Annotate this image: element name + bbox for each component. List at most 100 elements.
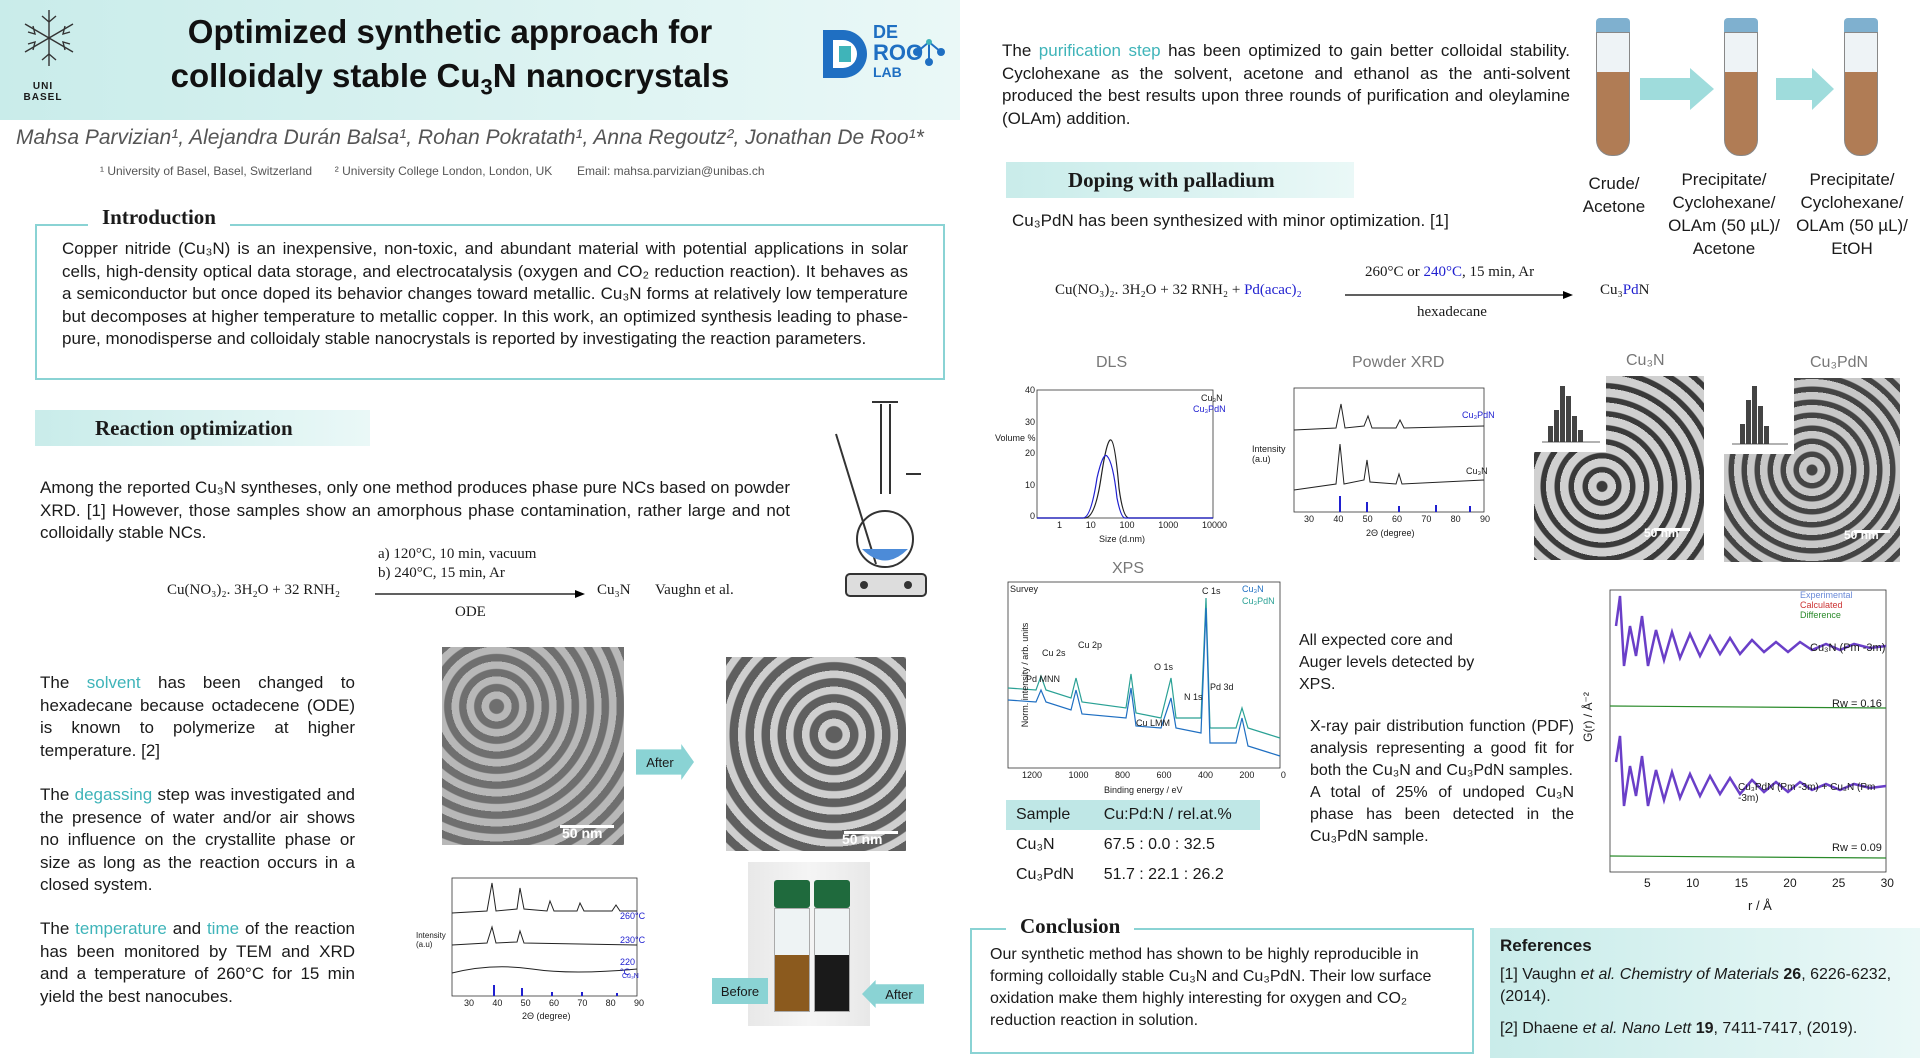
eq-ref: Vaughn et al.: [655, 582, 734, 598]
reaction-intro-text: Among the reported Cu₃N syntheses, only …: [40, 478, 790, 542]
xps-legend-cu3pdn: Cu₃PdN: [1242, 596, 1275, 606]
molecule-icon: [913, 39, 945, 66]
xps-peak-pdmnn: Pd MNN: [1026, 674, 1061, 684]
xps-peak-cu2s: Cu 2s: [1042, 648, 1066, 658]
table-row1-value: 67.5 : 0.0 : 32.5: [1103, 836, 1215, 853]
xps-xticks: 1200 1000 800 600 400 200 0: [1022, 770, 1286, 780]
affiliations: ¹ University of Basel, Basel, Switzerlan…: [100, 164, 765, 178]
reference-2: [2] Dhaene et al. Nano Lett 19, 7411-741…: [1500, 1020, 1858, 1037]
intro-text: Copper nitride (Cu₃N) is an inexpensive,…: [62, 239, 908, 348]
pxrd-label-cu3pdn: Cu₃PdN: [1462, 410, 1495, 420]
pdf-rw2: Rw = 0.09: [1832, 842, 1882, 854]
tem-cu3pdn: 50 nm: [1724, 378, 1900, 562]
pdf-figure: Experimental Calculated Difference Cu₃N …: [1580, 586, 1898, 918]
solvent-keyword: solvent: [86, 673, 141, 692]
degassing-text: The degassing step was investigated and …: [40, 785, 355, 894]
pxrd-plot: [1293, 387, 1485, 513]
tube-2-label: Precipitate/ Cyclohexane/ OLAm (50 µL)/ …: [1668, 170, 1780, 258]
histogram-icon: [1542, 386, 1600, 443]
poster-title: Optimized synthetic approach for colloid…: [130, 10, 770, 110]
affiliation-1: ¹ University of Basel, Basel, Switzerlan…: [100, 164, 313, 178]
purification-keyword: purification step: [1038, 41, 1161, 60]
snowflake-icon: [24, 10, 74, 66]
dls-xticks: 1 10 100 1000 10000: [1057, 520, 1227, 530]
xrd-label-260: 260°C: [620, 911, 646, 921]
xps-survey-label: Survey: [1010, 584, 1039, 594]
deroo-logo-icon: [823, 30, 867, 78]
vial-1: [774, 880, 810, 1012]
dls-legend-cu3n: Cu₃N: [1201, 393, 1223, 403]
after-arrow-2: After: [862, 980, 924, 1008]
xrd-label-cu3n: Cu₃N: [622, 973, 639, 980]
tube-1-label: Crude/ Acetone: [1582, 174, 1646, 216]
tube-1: [1596, 18, 1630, 156]
table-row: Cu₃PdN 51.7 : 22.1 : 26.2: [1006, 860, 1260, 890]
deroo-logo-lab: LAB: [873, 64, 902, 80]
xps-peak-cu2p: Cu 2p: [1078, 640, 1103, 650]
time-keyword: time: [206, 919, 240, 938]
xps-text: All expected core and Auger levels detec…: [1299, 632, 1475, 693]
pdf-xlabel: r / Å: [1748, 898, 1772, 913]
vials-photo: [748, 862, 870, 1026]
dls-legend-cu3pdn: Cu₃PdN: [1193, 404, 1226, 414]
dls-xlabel: Size (d.nm): [1099, 534, 1146, 544]
dls-plot: [1036, 389, 1214, 519]
tem-after-scale: 50 nm: [842, 831, 883, 847]
pdf-rw1: Rw = 0.16: [1832, 698, 1882, 710]
xps-peak-c1s: C 1s: [1202, 586, 1221, 596]
eq-cond-a: a) 120°C, 10 min, vacuum: [378, 546, 537, 562]
affiliation-2: ² University College London, London, UK: [334, 164, 553, 178]
pdf-text-1: X-ray pair distribution function (PDF) a…: [1310, 718, 1574, 779]
tube-arrow-1-icon: [1640, 68, 1714, 110]
tube-3: [1844, 18, 1878, 156]
pdf-plot: [1609, 589, 1887, 873]
authors: Mahsa Parvizian¹, Alejandra Durán Balsa¹…: [16, 126, 924, 149]
after-arrow-1: After: [636, 744, 694, 780]
dls-yticks: 40 30 20 10 0: [1024, 385, 1035, 521]
xrd-ylabel: Intensity (a.u): [416, 931, 446, 949]
deroo-logo-de: DE: [873, 22, 899, 42]
eq-solvent: ODE: [455, 604, 486, 620]
pxrd-label-cu3n: Cu₃N: [1466, 466, 1488, 476]
degassing-keyword: degassing: [74, 785, 153, 804]
pdf-ylabel: G(r) / Å⁻²: [1581, 692, 1595, 742]
xps-title: XPS: [1112, 560, 1145, 577]
references-heading: References: [1500, 936, 1592, 955]
xps-peak-culmm: Cu LMM: [1136, 718, 1171, 728]
deroo-lab-logo: DE ROO LAB: [815, 22, 945, 92]
tem-cu3pdn-scale: 50 nm: [1844, 528, 1879, 542]
xps-peak-o1s: O 1s: [1154, 662, 1174, 672]
title-line-2: colloidaly stable Cu3N nanocrystals: [170, 57, 730, 100]
histogram-icon: [1732, 386, 1788, 445]
xrd-label-220: 220 °C: [620, 957, 636, 977]
temperature-keyword: temperature: [75, 919, 167, 938]
header-band: [0, 0, 960, 120]
xps-xlabel: Binding energy / eV: [1104, 785, 1183, 795]
solvent-text: The solvent has been changed to hexadeca…: [40, 673, 355, 760]
doping-eq-conditions: 260°C or 240°C, 15 min, Ar: [1365, 264, 1535, 280]
doping-heading: Doping with palladium: [1006, 162, 1354, 198]
pdf-xticks: 5 10 15 20 25 30: [1644, 876, 1894, 890]
reference-1: [1] Vaughn et al. Chemistry of Materials…: [1500, 966, 1892, 1005]
table-row: Cu₃N 67.5 : 0.0 : 32.5: [1006, 830, 1260, 860]
xps-legend-cu3n: Cu₃N: [1242, 584, 1264, 594]
dls-ylabel: Volume %: [995, 433, 1036, 443]
title-line-1: Optimized synthetic approach for: [187, 13, 713, 50]
reaction-heading: Reaction optimization: [35, 410, 370, 446]
tem-cu3n: 50 nm: [1534, 376, 1704, 560]
table-head-composition: Cu:Pd:N / rel.at.%: [1103, 806, 1232, 823]
eq-cond-b: b) 240°C, 15 min, Ar: [378, 565, 505, 581]
vial-2: [814, 880, 850, 1012]
intro-heading: Introduction: [88, 205, 230, 230]
tube-3-label: Precipitate/ Cyclohexane/ OLAm (50 µL)/ …: [1796, 170, 1908, 258]
xrd-xlabel: 2Θ (degree): [522, 1011, 571, 1021]
purification-text: The purification step has been optimized…: [1002, 41, 1570, 128]
reaction-equation: Cu(NO₃)₂. 3H₂O + 32 RNH₂ a) 120°C, 10 mi…: [165, 546, 805, 620]
intro-box: [35, 224, 945, 380]
table-row2-value: 51.7 : 22.1 : 26.2: [1103, 866, 1224, 883]
references-box: [1490, 928, 1920, 1058]
pdf-text: X-ray pair distribution function (PDF) a…: [1310, 716, 1574, 848]
unibasel-logo: UNI BASEL: [18, 6, 80, 103]
tem-cu3n-scale: 50 nm: [1644, 526, 1679, 540]
doping-equation: Cu(NO₃)₂. 3H₂O + 32 RNH₂ + Pd(acac)₂ 260…: [1055, 264, 1695, 330]
